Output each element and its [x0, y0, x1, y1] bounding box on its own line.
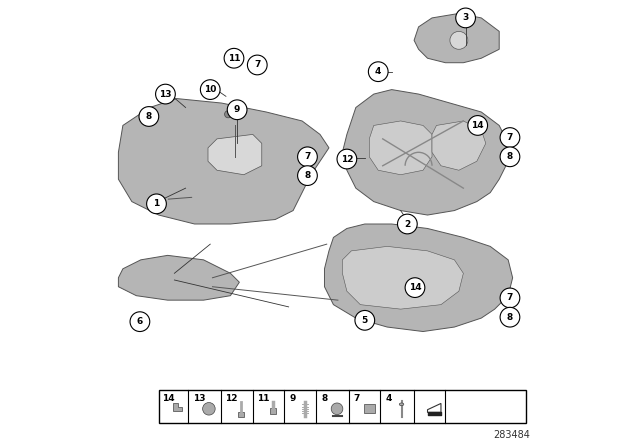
Circle shape: [298, 166, 317, 185]
Text: 4: 4: [375, 67, 381, 76]
Circle shape: [355, 310, 374, 330]
Polygon shape: [118, 99, 329, 224]
Text: 7: 7: [304, 152, 310, 161]
Bar: [239, 412, 244, 417]
Text: 14: 14: [472, 121, 484, 130]
Text: 7: 7: [507, 133, 513, 142]
Text: 7: 7: [507, 293, 513, 302]
Text: 9: 9: [289, 394, 296, 403]
Circle shape: [450, 31, 468, 49]
Text: 13: 13: [159, 90, 172, 99]
Circle shape: [500, 128, 520, 147]
Text: 10: 10: [204, 85, 216, 94]
FancyBboxPatch shape: [159, 390, 526, 423]
Circle shape: [298, 147, 317, 167]
Text: 14: 14: [409, 283, 421, 292]
Bar: [270, 408, 276, 414]
Polygon shape: [432, 121, 486, 170]
Polygon shape: [342, 246, 463, 309]
Text: 3: 3: [463, 13, 468, 22]
Circle shape: [500, 307, 520, 327]
Text: 283484: 283484: [493, 430, 531, 440]
Text: 8: 8: [507, 313, 513, 322]
Circle shape: [468, 116, 488, 135]
Circle shape: [456, 8, 476, 28]
Circle shape: [130, 312, 150, 332]
Circle shape: [332, 403, 343, 415]
Text: 12: 12: [340, 155, 353, 164]
Bar: [364, 404, 374, 413]
Text: 1: 1: [154, 199, 159, 208]
Polygon shape: [173, 404, 182, 411]
Circle shape: [500, 288, 520, 308]
Circle shape: [405, 278, 425, 297]
Circle shape: [500, 147, 520, 167]
Circle shape: [203, 403, 215, 415]
Text: 5: 5: [362, 316, 368, 325]
Polygon shape: [342, 90, 508, 215]
Text: 8: 8: [321, 394, 328, 403]
Text: 4: 4: [386, 394, 392, 403]
Polygon shape: [324, 224, 513, 332]
Polygon shape: [369, 121, 432, 175]
Polygon shape: [118, 255, 239, 300]
Text: 2: 2: [404, 220, 410, 228]
Ellipse shape: [399, 403, 404, 406]
Polygon shape: [414, 13, 499, 63]
Polygon shape: [428, 404, 441, 412]
Text: 9: 9: [234, 105, 240, 114]
Circle shape: [248, 55, 267, 75]
Circle shape: [147, 194, 166, 214]
Text: 8: 8: [507, 152, 513, 161]
Circle shape: [397, 214, 417, 234]
Text: 8: 8: [146, 112, 152, 121]
Circle shape: [227, 100, 247, 120]
Circle shape: [200, 80, 220, 99]
Text: 7: 7: [353, 394, 360, 403]
Circle shape: [224, 48, 244, 68]
Text: 8: 8: [305, 171, 310, 180]
Text: 13: 13: [193, 394, 205, 403]
Circle shape: [337, 149, 356, 169]
Circle shape: [156, 84, 175, 104]
Circle shape: [225, 111, 232, 118]
Text: 11: 11: [228, 54, 240, 63]
Text: 7: 7: [254, 60, 260, 69]
Circle shape: [369, 62, 388, 82]
Text: 12: 12: [225, 394, 238, 403]
Circle shape: [139, 107, 159, 126]
Polygon shape: [208, 134, 262, 175]
Text: 11: 11: [257, 394, 270, 403]
Text: 14: 14: [162, 394, 175, 403]
Text: 6: 6: [137, 317, 143, 326]
